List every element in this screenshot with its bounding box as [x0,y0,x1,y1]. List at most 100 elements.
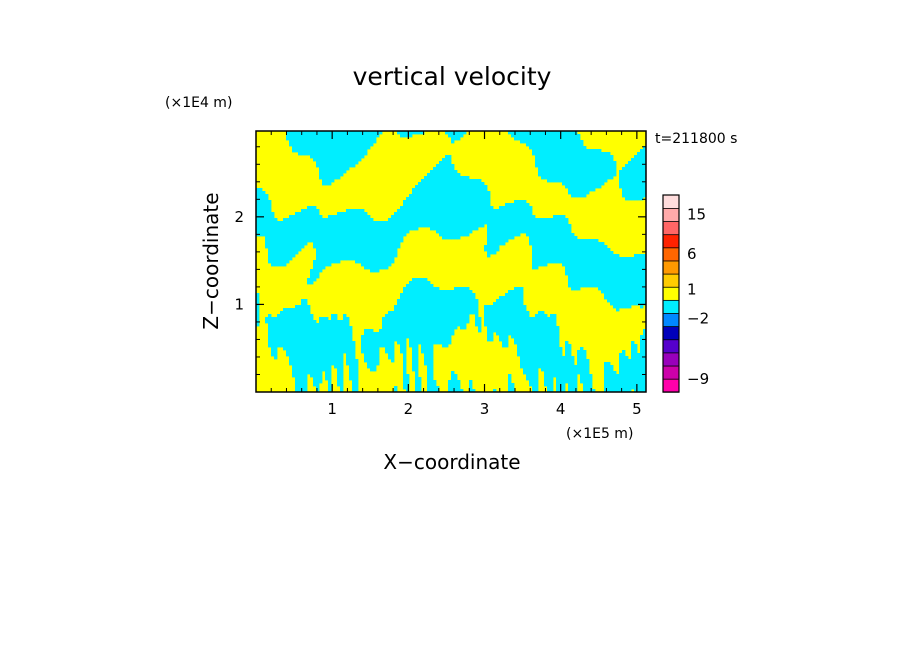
field-cell-negative [451,212,455,216]
field-cell-negative [586,386,590,390]
field-cell-negative [436,203,440,207]
field-cell-negative [595,260,599,264]
field-cell-negative [319,161,323,165]
field-cell-negative [325,353,329,357]
field-cell-negative [628,263,632,267]
field-cell-negative [562,374,566,378]
field-cell-negative [400,224,404,228]
field-cell-negative [424,290,428,294]
field-cell-negative [379,332,383,336]
field-cell-negative [574,260,578,264]
field-cell-negative [556,179,560,183]
field-cell-negative [517,344,521,348]
field-cell-negative [565,179,569,183]
field-cell-negative [394,236,398,240]
field-cell-negative [556,227,560,231]
field-cell-negative [337,365,341,369]
field-cell-negative [583,359,587,363]
field-cell-negative [370,269,374,273]
field-cell-negative [616,254,620,258]
field-cell-negative [607,161,611,165]
field-cell-negative [490,233,494,237]
field-cell-negative [463,299,467,303]
field-cell-negative [328,152,332,156]
field-cell-negative [334,227,338,231]
field-cell-negative [538,350,542,354]
field-cell-negative [451,173,455,177]
field-cell-negative [568,362,572,366]
field-cell-negative [532,365,536,369]
field-cell-negative [340,326,344,330]
field-cell-negative [346,329,350,333]
field-cell-negative [631,377,635,381]
field-cell-negative [613,299,617,303]
field-cell-negative [313,344,317,348]
field-cell-negative [349,257,353,261]
field-cell-negative [610,290,614,294]
field-cell-negative [298,212,302,216]
field-cell-negative [292,143,296,147]
field-cell-negative [310,332,314,336]
field-cell-negative [499,233,503,237]
field-cell-negative [439,314,443,318]
field-cell-negative [586,167,590,171]
field-cell-negative [571,362,575,366]
field-cell-negative [622,371,626,375]
field-cell-negative [409,197,413,201]
field-cell-negative [634,269,638,273]
field-cell-negative [382,326,386,330]
field-cell-negative [568,359,572,363]
field-cell-negative [334,239,338,243]
field-cell-negative [634,158,638,162]
field-cell-negative [295,371,299,375]
field-cell-negative [445,302,449,306]
field-cell-negative [607,293,611,297]
field-cell-negative [523,332,527,336]
field-cell-negative [643,164,646,168]
field-cell-negative [451,380,455,384]
field-cell-negative [538,251,542,255]
field-cell-negative [439,218,443,222]
field-cell-negative [328,143,332,147]
field-cell-negative [340,146,344,150]
field-cell-negative [526,320,530,324]
field-cell-negative [637,386,641,390]
field-cell-negative [325,224,329,228]
field-cell-negative [613,302,617,306]
field-cell-negative [628,293,632,297]
field-cell-negative [640,305,644,309]
field-cell-negative [529,332,533,336]
field-cell-negative [415,386,419,390]
field-cell-negative [265,218,269,222]
field-cell-negative [466,218,470,222]
field-cell-negative [484,248,488,252]
field-cell-negative [529,335,533,339]
field-cell-negative [460,299,464,303]
field-cell-negative [538,230,542,234]
field-cell-negative [319,350,323,354]
field-cell-negative [547,176,551,180]
field-cell-negative [628,284,632,288]
field-cell-negative [616,290,620,294]
field-cell-negative [547,344,551,348]
field-cell-negative [562,179,566,183]
field-cell-negative [325,356,329,360]
field-cell-negative [577,353,581,357]
field-cell-negative [370,245,374,249]
field-cell-negative [541,356,545,360]
field-cell-negative [436,218,440,222]
field-cell-negative [430,299,434,303]
field-cell-negative [517,320,521,324]
field-cell-negative [487,314,491,318]
field-cell-negative [631,281,635,285]
field-cell-negative [481,212,485,216]
field-cell-negative [280,263,284,267]
field-cell-negative [460,212,464,216]
field-cell-negative [394,212,398,216]
field-cell-negative [424,302,428,306]
field-cell-negative [466,215,470,219]
field-cell-negative [478,218,482,222]
field-cell-negative [433,227,437,231]
field-cell-negative [631,260,635,264]
field-cell-negative [529,368,533,372]
